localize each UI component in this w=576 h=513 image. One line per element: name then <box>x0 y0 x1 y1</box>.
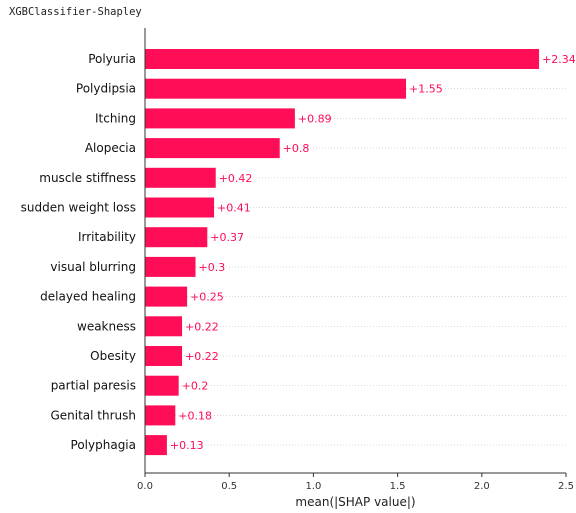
bar <box>145 256 196 277</box>
value-label: +0.22 <box>185 320 219 333</box>
category-label: Obesity <box>90 349 136 363</box>
value-label: +0.13 <box>170 439 204 452</box>
bar <box>145 167 216 188</box>
bar <box>145 138 280 159</box>
category-label: weakness <box>77 319 136 333</box>
bar <box>145 286 188 307</box>
value-label: +0.41 <box>217 202 251 215</box>
category-label: visual blurring <box>50 260 136 274</box>
x-tick-label: 1.5 <box>390 481 406 492</box>
category-label: Polydipsia <box>76 82 136 96</box>
bar <box>145 405 176 426</box>
category-label: Genital thrush <box>50 408 136 422</box>
value-label: +0.8 <box>283 142 310 155</box>
bar <box>145 227 208 248</box>
category-label: Itching <box>95 111 136 125</box>
category-label: Alopecia <box>85 141 136 155</box>
bar <box>145 78 407 99</box>
x-tick-label: 2.0 <box>474 481 490 492</box>
x-tick-label: 2.5 <box>558 481 574 492</box>
bar <box>145 346 183 366</box>
bar <box>145 49 540 69</box>
value-label: +0.22 <box>185 350 219 363</box>
x-tick-label: 0.0 <box>137 481 153 492</box>
value-label: +0.89 <box>298 112 332 125</box>
category-label: sudden weight loss <box>21 201 136 215</box>
bar <box>145 375 179 396</box>
chart-title: XGBClassifier-Shapley <box>9 6 142 18</box>
category-labels: Polyuria Polydipsia Itching Alopecia muscle … <box>21 52 136 452</box>
category-label: delayed healing <box>40 290 136 304</box>
category-label: Polyphagia <box>71 438 136 452</box>
axes: 0.0 0.5 1.0 1.5 2.0 2.5 mean(|SHAP value|) <box>137 28 574 509</box>
x-tick-label: 0.5 <box>221 481 237 492</box>
value-labels: +2.34 +1.55 +0.89 +0.8 +0.42 +0.41 +0.37 +0.3 +0… <box>170 53 576 452</box>
bar <box>145 316 183 337</box>
bar <box>145 197 215 218</box>
x-tick-label: 1.0 <box>305 481 321 492</box>
value-label: +0.37 <box>210 231 244 244</box>
value-label: +2.34 <box>542 53 576 66</box>
value-label: +0.42 <box>219 172 253 185</box>
category-label: muscle stiffness <box>39 171 136 185</box>
value-label: +1.55 <box>409 83 443 96</box>
x-axis-label: mean(|SHAP value|) <box>295 495 415 509</box>
category-label: partial paresis <box>51 379 136 393</box>
category-label: Irritability <box>78 230 136 244</box>
bar <box>145 435 167 456</box>
value-label: +0.25 <box>190 291 224 304</box>
value-label: +0.2 <box>182 380 209 393</box>
bars <box>145 49 540 456</box>
category-label: Polyuria <box>88 52 136 66</box>
value-label: +0.18 <box>178 409 212 422</box>
value-label: +0.3 <box>199 261 226 274</box>
bar <box>145 108 295 129</box>
